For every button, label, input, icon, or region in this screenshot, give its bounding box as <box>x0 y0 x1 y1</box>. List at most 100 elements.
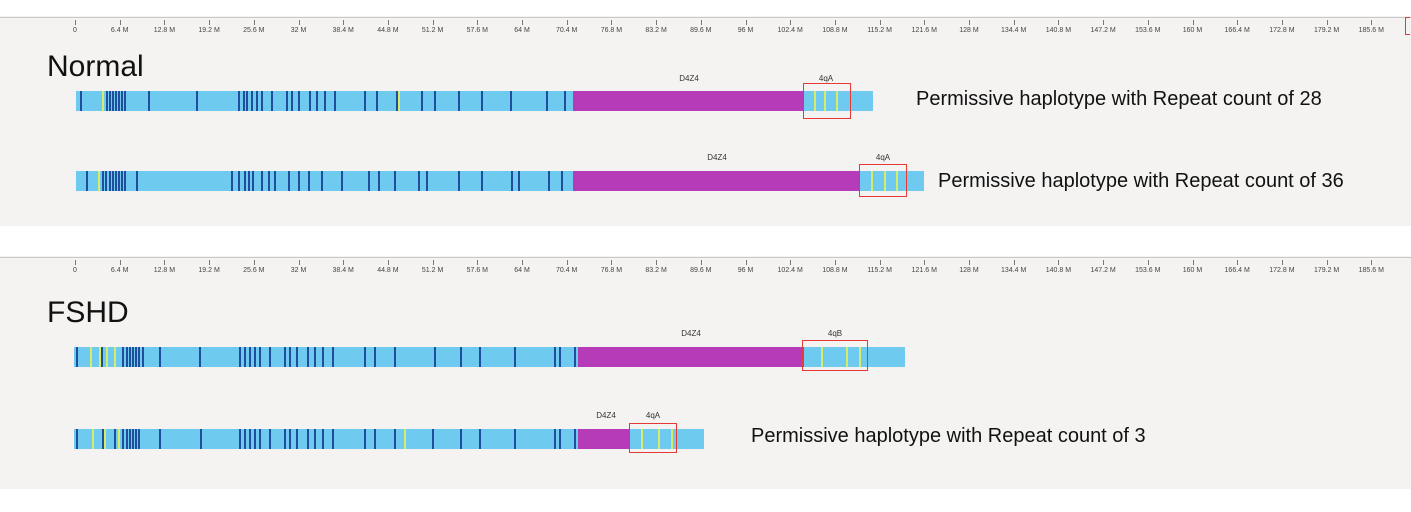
axis-tick <box>298 260 300 265</box>
marker-band <box>481 171 483 191</box>
marker-band <box>564 91 566 111</box>
marker-band <box>244 347 246 367</box>
axis-tick-label: 6.4 M <box>110 267 129 274</box>
normal-panel: 0 6.4 M 12.8 M 19.2 M 25.6 M 32 M 38.4 M 44.8 M… <box>0 16 1411 226</box>
axis-tick-label: 140.8 M <box>1045 267 1072 274</box>
axis-tick-label: 147.2 M <box>1090 27 1116 34</box>
haplotype-band <box>658 429 660 449</box>
marker-band <box>138 429 140 449</box>
marker-band <box>135 347 137 367</box>
marker-band <box>376 91 378 111</box>
marker-band <box>126 429 128 449</box>
axis-tick <box>522 20 523 25</box>
group-title-normal: Normal <box>47 50 144 83</box>
axis-tick-label: 140.8 M <box>1045 27 1072 34</box>
axis-tick <box>879 260 881 265</box>
marker-band <box>261 171 263 191</box>
marker-band <box>254 347 256 367</box>
marker-band <box>269 347 271 367</box>
marker-band <box>511 171 513 191</box>
haplotype-band <box>104 429 106 449</box>
axis-tick <box>253 260 255 265</box>
normal-track-2 <box>76 171 924 191</box>
axis-tick <box>1326 20 1328 25</box>
marker-band <box>334 91 336 111</box>
marker-band <box>460 347 462 367</box>
normal-track-2-description: Permissive haplotype with Repeat count o… <box>938 170 1344 192</box>
marker-band <box>76 429 78 449</box>
axis-tick <box>700 260 702 265</box>
axis-tick <box>119 260 121 265</box>
haplotype-band <box>896 171 898 191</box>
marker-band <box>129 429 131 449</box>
axis-tick <box>209 260 211 265</box>
axis-tick <box>745 20 747 25</box>
axis-tick-label: 121.6 M <box>911 27 937 34</box>
marker-band <box>244 171 246 191</box>
axis-tick-label: 153.6 M <box>1135 267 1161 274</box>
axis-tick <box>477 20 479 25</box>
marker-band <box>434 347 436 367</box>
marker-band <box>307 347 309 367</box>
haplotype-band <box>102 91 104 111</box>
axis-tick <box>1013 260 1015 265</box>
marker-band <box>394 347 396 367</box>
fshd-track-1-haplotype-label: 4qB <box>827 329 843 338</box>
marker-band <box>138 347 140 367</box>
marker-band <box>374 347 376 367</box>
haplotype-band <box>98 171 100 191</box>
normal-track-1-highlight-box <box>803 83 851 119</box>
marker-band <box>418 171 420 191</box>
marker-band <box>378 171 380 191</box>
axis-tick <box>879 20 881 25</box>
marker-band <box>289 429 291 449</box>
marker-band <box>199 347 201 367</box>
marker-band <box>510 91 512 111</box>
haplotype-band <box>404 429 406 449</box>
axis-tick <box>1281 260 1283 265</box>
axis-tick-label: 57.6 M <box>466 27 488 34</box>
axis-tick <box>924 20 926 25</box>
axis-tick-label: 102.4 M <box>777 27 803 34</box>
marker-band <box>259 429 261 449</box>
marker-band <box>142 347 144 367</box>
marker-band <box>148 91 150 111</box>
marker-band <box>559 347 561 367</box>
axis-tick <box>834 260 836 265</box>
axis-tick-label: 25.6 M <box>243 267 265 274</box>
axis-tick <box>387 260 389 265</box>
marker-band <box>316 91 318 111</box>
marker-band <box>271 91 273 111</box>
axis-tick <box>522 260 523 265</box>
marker-band <box>554 347 556 367</box>
axis-tick-label: 147.2 M <box>1090 267 1116 274</box>
marker-band <box>284 429 286 449</box>
marker-band <box>296 429 298 449</box>
axis-tick <box>1192 20 1194 25</box>
fshd-track-1 <box>74 347 905 367</box>
marker-band <box>249 429 251 449</box>
axis-tick <box>1371 260 1373 265</box>
marker-band <box>548 171 550 191</box>
axis-tick <box>656 20 658 25</box>
haplotype-band <box>641 429 643 449</box>
marker-band <box>238 91 240 111</box>
group-title-fshd: FSHD <box>47 296 129 329</box>
haplotype-band <box>92 429 94 449</box>
marker-band <box>129 347 131 367</box>
normal-track-1 <box>76 91 873 111</box>
d4z4-repeat-segment <box>578 347 804 367</box>
marker-band <box>249 347 251 367</box>
axis-tick <box>209 20 211 25</box>
axis-tick <box>700 20 702 25</box>
axis-tick-label: 38.4 M <box>332 27 354 34</box>
marker-band <box>426 171 428 191</box>
axis-tick-label: 83.2 M <box>645 27 667 34</box>
marker-band <box>308 171 310 191</box>
marker-band <box>309 91 311 111</box>
axis-tick <box>298 20 300 25</box>
haplotype-band <box>884 171 886 191</box>
marker-band <box>324 91 326 111</box>
marker-band <box>314 429 316 449</box>
marker-band <box>76 347 78 367</box>
